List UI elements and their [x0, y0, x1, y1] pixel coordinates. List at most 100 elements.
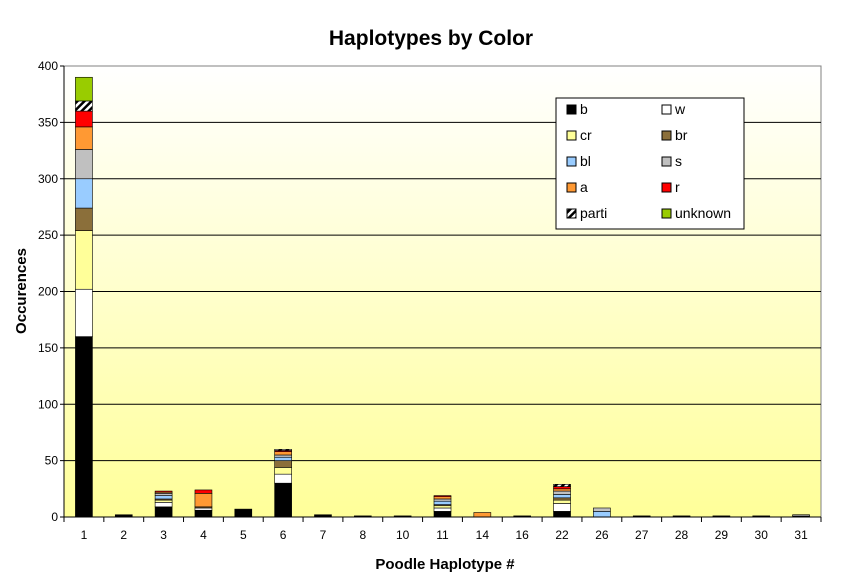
bar-segment-w: [553, 503, 571, 512]
legend-label-w: w: [674, 101, 686, 117]
x-tick-label: 22: [555, 528, 569, 542]
legend-label-r: r: [675, 179, 680, 195]
bar-segment-s: [75, 149, 93, 180]
legend-swatch-bl: [566, 156, 577, 167]
bar-segment-bl: [274, 456, 292, 461]
legend-label-cr: cr: [580, 127, 592, 143]
bar-segment-w: [433, 507, 452, 512]
bar-segment-w: [792, 514, 810, 517]
x-tick-label: 28: [675, 528, 689, 542]
bar-segment-unknown: [75, 76, 93, 102]
bar-segment-cr: [75, 230, 93, 290]
x-tick-label: 4: [200, 528, 207, 542]
x-tick-label: 5: [240, 528, 247, 542]
x-tick-label: 16: [516, 528, 530, 542]
bar-segment-bl: [553, 494, 571, 499]
bar-segment-br: [75, 207, 93, 231]
x-tick-label: 30: [755, 528, 769, 542]
legend-swatch-br: [661, 130, 672, 141]
legend-swatch-unknown: [661, 208, 672, 219]
bar-segment-b: [75, 336, 93, 518]
x-tick-label: 2: [120, 528, 127, 542]
bar-segment-s: [154, 493, 173, 496]
bar-segment-w: [274, 473, 292, 484]
legend-swatch-w: [661, 104, 672, 115]
x-axis-label: Poodle Haplotype #: [375, 556, 515, 573]
y-axis-ticks: 0 50 100 150 200 250 300 350 400: [38, 59, 65, 524]
y-axis-label: Occurences: [13, 248, 30, 334]
bar-segment-bl: [154, 495, 173, 500]
bar-segment-w: [154, 502, 173, 508]
bar-segment-s: [433, 498, 452, 502]
x-tick-label: 29: [715, 528, 729, 542]
bars: [75, 76, 810, 518]
x-tick-label: 26: [595, 528, 609, 542]
x-tick-label: 14: [476, 528, 490, 542]
y-tick-label: 350: [38, 115, 58, 129]
bar-segment-r: [433, 495, 452, 498]
bar-segment-a: [75, 126, 93, 150]
legend-label-b: b: [580, 101, 588, 117]
legend-box: [555, 97, 745, 230]
legend-swatch-s: [661, 156, 672, 167]
x-axis-ticks: 1 2 3 4 5 6 7 8 10 11 14 16 22 26 27 28 29 30 31: [63, 516, 822, 542]
legend-swatch-r: [661, 182, 672, 193]
y-tick-label: 100: [38, 397, 58, 411]
bar-segment-cr: [433, 505, 452, 509]
bar-segment-b: [234, 508, 253, 518]
bar-segment-b: [553, 511, 571, 518]
y-tick-label: 50: [45, 454, 59, 468]
bar-segment-s: [553, 490, 571, 495]
bar-segment-b: [433, 511, 452, 518]
bar-segment-r: [194, 489, 213, 494]
y-tick-label: 300: [38, 172, 58, 186]
legend-label-br: br: [675, 127, 688, 143]
legend-label-parti: parti: [580, 205, 607, 221]
y-tick-label: 400: [38, 59, 58, 73]
bar-segment-bl: [593, 511, 611, 518]
legend-swatch-a: [566, 182, 577, 193]
y-tick-label: 150: [38, 341, 58, 355]
legend-label-s: s: [675, 153, 682, 169]
bar-segment-bl: [75, 178, 93, 209]
bar-segment-a: [194, 493, 213, 508]
bar-segment-w: [75, 288, 93, 337]
bar-segment-r: [154, 490, 173, 493]
bar-segment-a: [473, 512, 492, 518]
x-tick-label: 31: [794, 528, 808, 542]
legend-swatch-parti: [566, 208, 577, 219]
legend: b w cr br bl s a r parti unknown: [555, 97, 745, 230]
bar-segment-a: [433, 496, 452, 500]
bar-segment-r: [553, 486, 571, 490]
x-tick-label: 8: [359, 528, 366, 542]
legend-swatch-b: [566, 104, 577, 115]
bar-segment-s: [274, 454, 292, 458]
x-tick-label: 6: [280, 528, 287, 542]
bar-segment-cr: [154, 499, 173, 503]
x-tick-label: 3: [160, 528, 167, 542]
bar-segment-a: [553, 488, 571, 492]
bar-segment-br: [274, 460, 292, 468]
bar-segment-bl: [433, 500, 452, 505]
x-tick-label: 1: [81, 528, 88, 542]
bar-segment-b: [274, 482, 292, 518]
bar-segment-b: [194, 509, 213, 518]
bar-segment-r: [75, 110, 93, 128]
bar-segment-b: [154, 506, 173, 518]
x-tick-label: 7: [320, 528, 327, 542]
legend-label-bl: bl: [580, 153, 591, 169]
chart-title: Haplotypes by Color: [329, 27, 533, 50]
y-tick-label: 0: [51, 510, 58, 524]
y-tick-label: 200: [38, 285, 58, 299]
bar-segment-parti: [75, 100, 93, 112]
bar-segment-cr: [553, 499, 571, 504]
x-tick-label: 27: [635, 528, 649, 542]
bar-segment-parti: [553, 484, 571, 487]
y-tick-label: 250: [38, 228, 58, 242]
bar-segment-s: [593, 507, 611, 512]
bar-segment-parti: [274, 449, 292, 451]
legend-label-unknown: unknown: [675, 205, 731, 221]
bar-segment-br: [553, 497, 571, 501]
